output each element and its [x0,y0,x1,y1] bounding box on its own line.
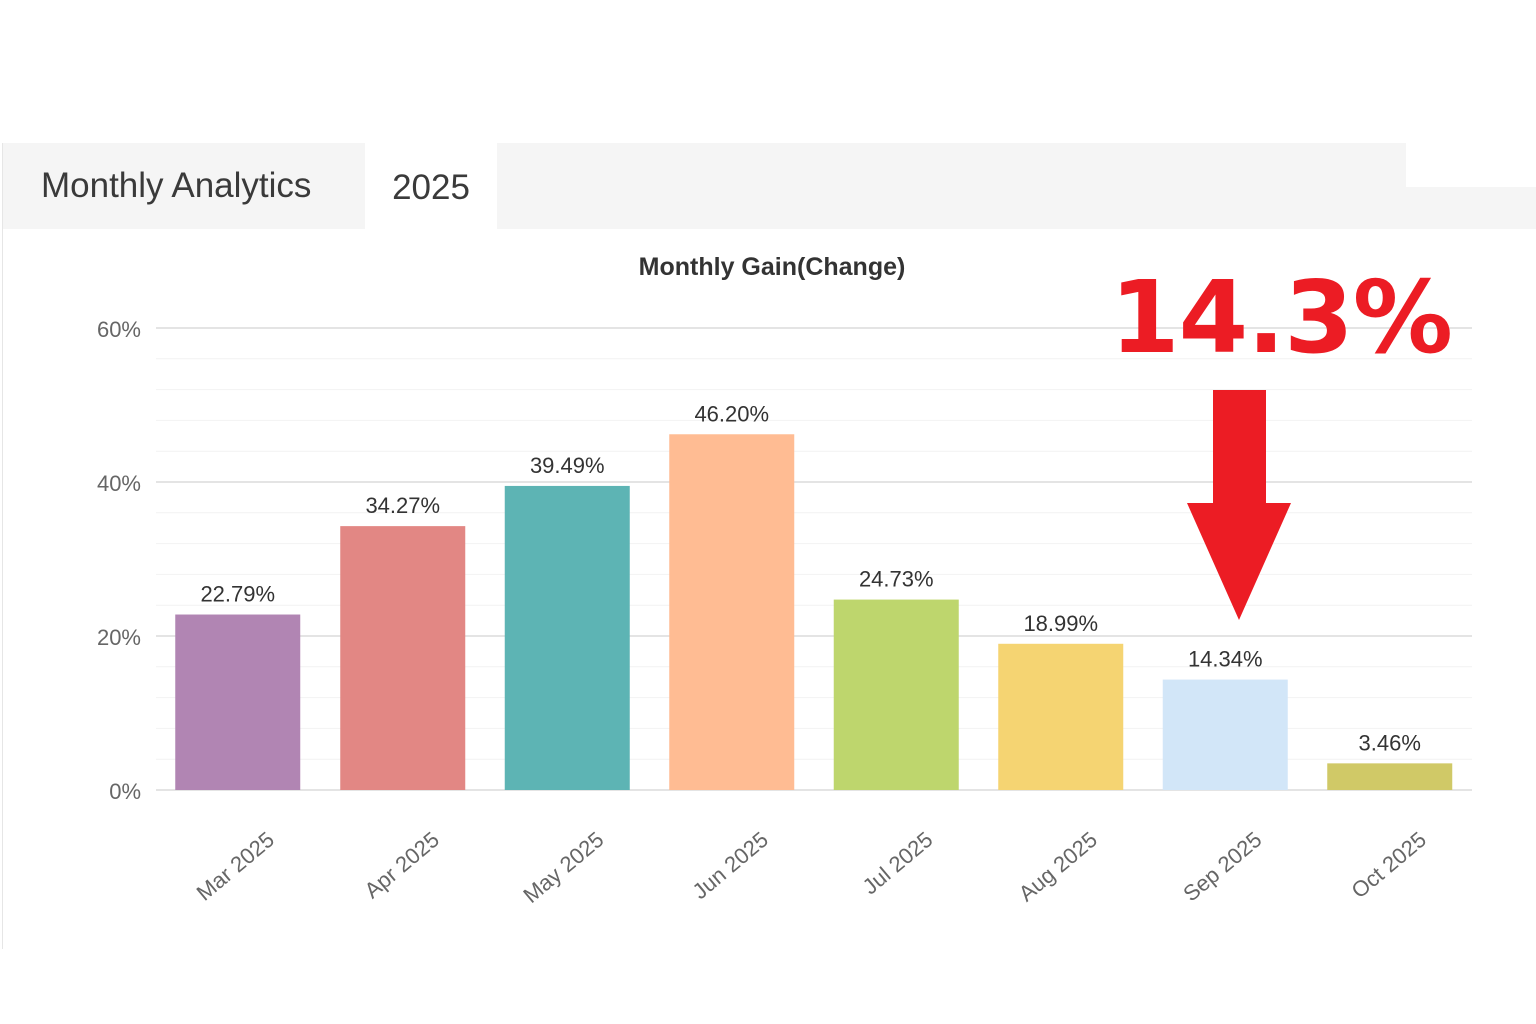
x-tick-label: May 2025 [518,827,608,908]
x-axis-tick-labels: Mar 2025 Apr 2025 May 2025 Jun 2025 Jul 2025… [192,827,1431,908]
x-tick-label: Jul 2025 [858,827,938,900]
bar-value-label: 18.99% [1023,611,1098,636]
bar-value-label: 24.73% [859,567,934,592]
x-tick-label: Apr 2025 [359,827,443,904]
bar-value-label: 46.20% [694,401,769,426]
bar-value-label: 34.27% [365,493,440,518]
y-axis-tick-labels: 0% 20% 40% 60% [97,317,141,804]
bar-value-labels: 22.79% 34.27% 39.49% 46.20% 24.73% 18.99% 14.3… [200,401,1421,755]
x-tick-label: Aug 2025 [1014,827,1102,907]
bar [175,614,301,790]
bar-value-label: 22.79% [200,582,275,607]
x-tick-label: Oct 2025 [1347,827,1431,904]
bar [1162,679,1288,790]
bar-value-label: 14.34% [1188,647,1263,672]
callout-percentage: 14.3% [1110,259,1453,376]
bar-value-label: 3.46% [1359,730,1421,755]
y-tick-label: 40% [97,471,141,496]
tab-monthly-analytics[interactable]: Monthly Analytics [41,166,312,205]
x-tick-label: Sep 2025 [1178,827,1266,907]
x-tick-label: Jun 2025 [688,827,773,904]
bar [1327,763,1453,790]
bar [833,599,959,790]
analytics-panel: Monthly Analytics 2025 [2,143,1536,949]
bar [669,434,795,790]
tab-bar-background [3,143,1406,229]
bar [504,485,630,790]
down-arrow-icon [1187,390,1291,620]
tab-bar-background-right [1406,187,1536,229]
y-tick-label: 0% [109,779,141,804]
chart-title: Monthly Gain(Change) [639,253,906,281]
tab-year-2025[interactable]: 2025 [365,143,497,229]
bar [998,643,1124,790]
chart-bars [175,434,1453,790]
tab-bar: Monthly Analytics 2025 [3,143,1536,229]
y-tick-label: 20% [97,625,141,650]
bar-value-label: 39.49% [530,453,605,478]
bar [340,526,466,790]
x-tick-label: Mar 2025 [192,827,279,906]
y-tick-label: 60% [97,317,141,342]
